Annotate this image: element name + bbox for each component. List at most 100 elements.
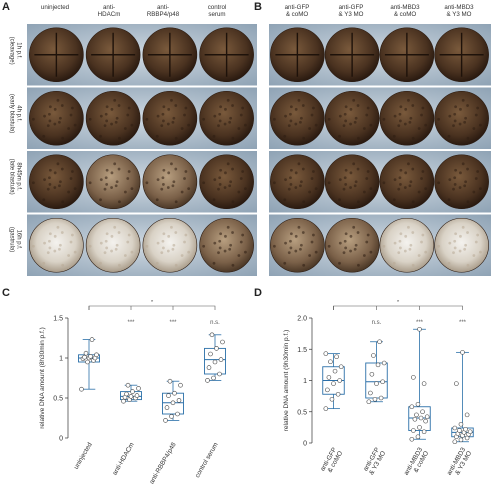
chart-d-data-point (417, 425, 422, 430)
chart-d-data-point (380, 379, 385, 385)
ga-embryo-uninjected-row4 (29, 217, 84, 273)
chart-d-data-point (458, 421, 464, 427)
gb-embryo-gfp-y3mo-row4 (324, 217, 380, 273)
gb-row-1 (269, 24, 491, 86)
row-label-late-blastula: 8h45m p.f. (late blastula) (9, 158, 22, 195)
chart-c-y-tick-label: 0 (59, 436, 63, 443)
chart-d-data-point (368, 390, 373, 396)
ga-embryo-uninjected-row2 (29, 90, 84, 146)
gb-embryo-mbd3-como-row2 (379, 90, 435, 146)
chart-c-comparison-bracket (88, 305, 216, 310)
column-header-anti-gfp-y3mo: anti-GFP & Y3 MO (338, 4, 364, 18)
chart-c-data-point (124, 391, 129, 397)
column-header-anti-mbd3-y3mo: anti-MBD3 & Y3 MO (444, 4, 474, 18)
chart-c-significance-label: *** (127, 320, 135, 326)
chart-c-y-tick-label: 1.5 (53, 316, 63, 323)
chart-d-data-point (381, 360, 387, 366)
chart-d-data-point (409, 404, 415, 410)
panel-label-c: C (2, 287, 10, 299)
chart-c-data-point (166, 393, 171, 398)
chart-d-data-point (378, 395, 384, 401)
chart-d-data-point (366, 399, 372, 405)
chart-d-box-4 (451, 350, 474, 445)
chart-c-data-point (211, 375, 216, 381)
chart-d-y-tick-label: 1 (303, 378, 307, 385)
gb-row-4 (269, 214, 491, 276)
chart-d-data-point (463, 426, 468, 432)
chart-c-data-point (220, 339, 225, 345)
ga-embryo-anti-rbbp4-row4 (142, 217, 198, 273)
chart-c-data-point (79, 386, 84, 392)
box-plot-c: 0 0.5 1 1.5 relative DNA amount (8h30min p.f… (39, 300, 226, 485)
panel-label-b: B (254, 1, 262, 13)
chart-d-data-point (411, 428, 416, 433)
ga-embryo-control-serum-row4 (199, 217, 254, 273)
gb-row-2 (269, 87, 491, 149)
gb-row-3 (269, 151, 491, 213)
chart-d-data-point (464, 435, 470, 441)
column-header-control-serum: control serum (207, 4, 227, 18)
chart-d-data-point (323, 351, 329, 356)
chart-d-data-point (374, 381, 379, 386)
chart-d-data-point (414, 412, 419, 418)
chart-d-data-point (458, 437, 464, 443)
column-header-uninjected: uninjected (40, 4, 70, 11)
gb-embryo-gfp-como-row3 (270, 154, 325, 210)
chart-c-data-point (212, 359, 218, 365)
chart-d-category-label: anti-MBD3& coMO (403, 446, 431, 480)
chart-d-data-point (409, 436, 415, 442)
chart-c-box-1 (78, 337, 100, 392)
panel-label-a: A (2, 1, 10, 13)
chart-c-data-point (178, 382, 183, 388)
embryo-image-grid-a (27, 24, 257, 276)
gb-embryo-mbd3-y3mo-row4 (434, 217, 489, 273)
chart-d-data-point (460, 350, 465, 355)
chart-c-data-point (206, 365, 212, 370)
chart-c-data-point (125, 382, 131, 388)
chart-c-data-point (170, 400, 176, 406)
chart-d-y-axis-label: relative DNA amount (9h30min p.f.) (283, 330, 290, 432)
panel-label-d: D (254, 287, 262, 299)
ga-embryo-control-serum-row3 (199, 154, 254, 210)
chart-d-data-point (337, 378, 342, 383)
chart-d-data-point (372, 396, 378, 402)
chart-c-data-point (88, 354, 93, 359)
chart-c-data-point (209, 332, 215, 338)
chart-c-category-label: anti-HDACm (111, 442, 135, 477)
chart-d-data-point (420, 409, 425, 415)
chart-c-data-point (89, 337, 95, 342)
chart-c-data-point (208, 351, 213, 357)
ga-row-3 (27, 151, 257, 213)
box-plot-d: 0 0.5 1 1.5 2.0 relative DNA amount (9h30min … (283, 300, 474, 480)
chart-c-data-point (136, 386, 141, 391)
chart-c-data-point (85, 359, 90, 365)
chart-c-data-point (214, 346, 219, 351)
chart-c-data-point (82, 354, 87, 360)
chart-c-category-label: uninjected (73, 441, 94, 470)
chart-d-data-point (457, 428, 462, 433)
chart-d-data-point (454, 381, 459, 386)
chart-d-y-tick-label: 2.0 (297, 316, 307, 323)
chart-d-data-point (329, 396, 335, 402)
chart-d-box-1 (322, 351, 345, 411)
chart-d-data-point (421, 381, 427, 386)
chart-d-data-point (423, 418, 428, 424)
chart-c-data-point (217, 371, 222, 377)
chart-c-data-point (164, 405, 170, 410)
chart-d-significance-label: *** (416, 320, 424, 326)
chart-c-data-point (176, 398, 182, 403)
ga-embryo-anti-rbbp4-row2 (142, 90, 198, 146)
chart-c-comparison-label: * (151, 300, 154, 306)
ga-row-1 (27, 24, 257, 86)
column-header-anti-gfp-como: anti-GFP & coMO (284, 4, 310, 18)
chart-c-data-point (163, 418, 168, 423)
chart-d-category-label: anti-MBD3& Y3 MO (446, 446, 474, 480)
chart-c-data-point (121, 398, 126, 404)
chart-c-data-point (172, 390, 177, 396)
gb-embryo-mbd3-y3mo-row3 (434, 154, 489, 210)
chart-d-data-point (464, 412, 470, 418)
chart-d-y-tick-label: 0.5 (297, 409, 307, 416)
ga-row-4 (27, 214, 257, 276)
chart-d-data-point (412, 416, 418, 422)
ga-embryo-control-serum-row2 (199, 90, 254, 146)
